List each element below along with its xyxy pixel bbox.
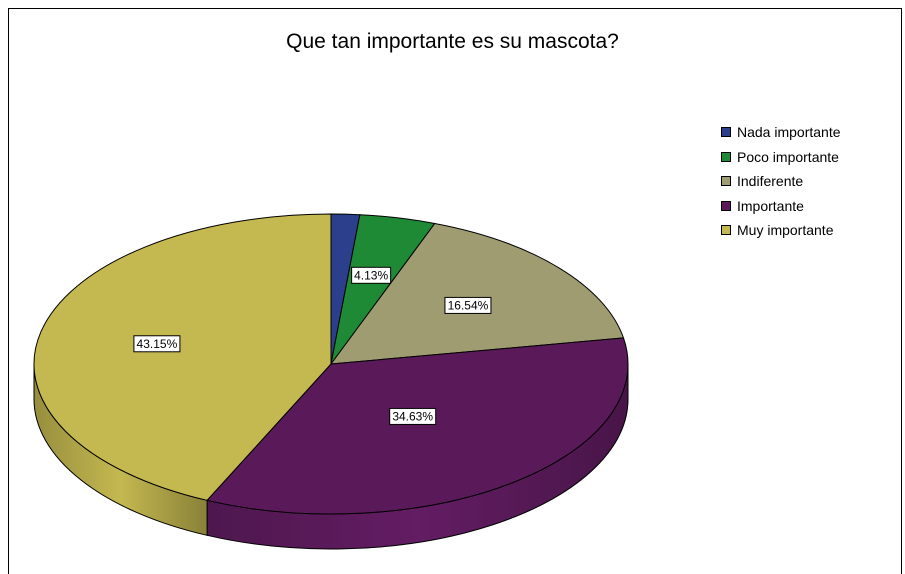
legend-item-indiferente: Indiferente	[721, 169, 841, 194]
data-label-box	[133, 335, 181, 353]
legend: Nada importante Poco importante Indifere…	[721, 120, 841, 243]
data-label-text: 16.54%	[448, 298, 489, 312]
legend-label: Muy importante	[737, 222, 834, 239]
legend-item-importante: Importante	[721, 194, 841, 219]
data-label: 43.15%	[133, 335, 181, 353]
legend-label: Nada importante	[737, 124, 841, 141]
legend-item-muy-importante: Muy importante	[721, 218, 841, 243]
data-labels: 4.13% 16.54% 34.63% 43.15%	[133, 266, 492, 425]
data-label-box	[351, 266, 392, 284]
legend-swatch	[721, 200, 731, 211]
data-label-text: 43.15%	[137, 337, 178, 351]
data-label-text: 4.13%	[354, 268, 388, 282]
pie-slice-3	[206, 337, 629, 515]
legend-swatch	[721, 176, 731, 187]
data-label: 34.63%	[389, 407, 437, 425]
data-label: 4.13%	[351, 266, 392, 284]
data-label: 16.54%	[444, 296, 492, 314]
pie-slice-4	[33, 213, 332, 501]
chart-title: Que tan importante es su mascota?	[286, 30, 619, 53]
data-label-text: 34.63%	[392, 409, 433, 423]
legend-label: Importante	[737, 197, 804, 214]
data-label-box	[389, 407, 437, 425]
legend-label: Indiferente	[737, 173, 804, 190]
legend-item-nada-importante: Nada importante	[721, 120, 841, 145]
legend-item-poco-importante: Poco importante	[721, 145, 841, 170]
data-label-box	[444, 296, 492, 314]
legend-swatch	[721, 151, 731, 162]
legend-swatch	[721, 225, 731, 236]
legend-swatch	[721, 127, 731, 138]
legend-label: Poco importante	[737, 148, 839, 165]
pie-slices	[33, 213, 629, 515]
pie-slice-2	[329, 222, 625, 365]
